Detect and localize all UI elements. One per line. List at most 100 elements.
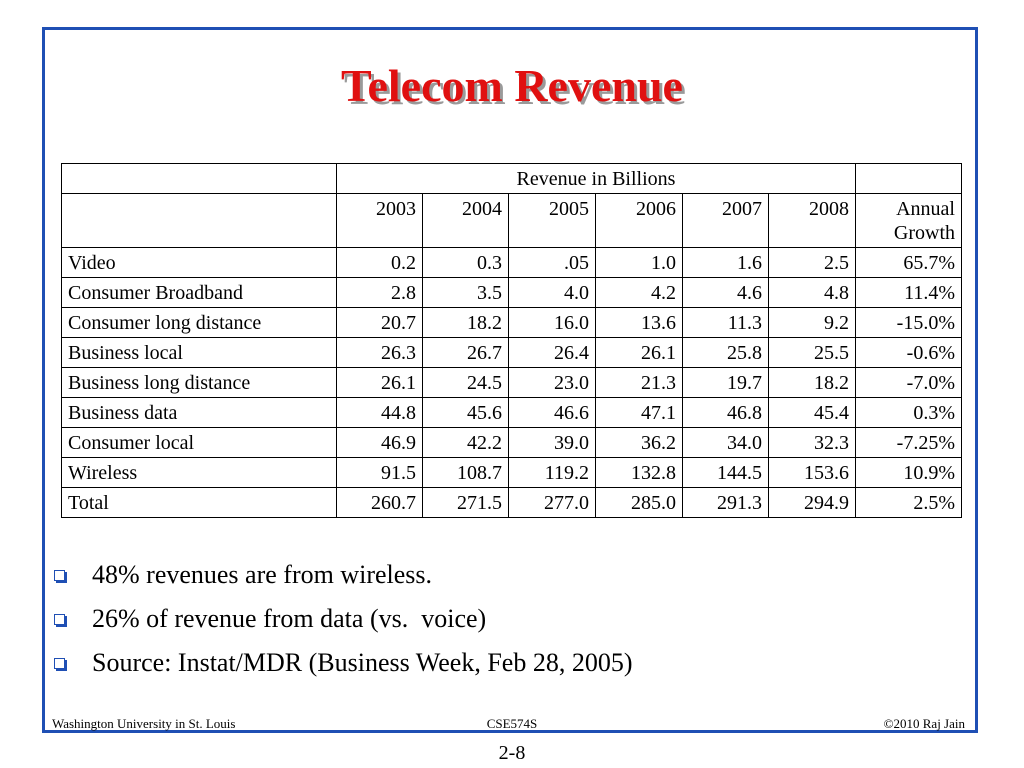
- revenue-cell: 291.3: [682, 487, 769, 518]
- bullet-text: 26% of revenue from data (vs. voice): [92, 604, 487, 633]
- revenue-cell: 24.5: [422, 367, 509, 398]
- hollow-square-bullet-icon: [54, 614, 65, 625]
- row-label: Business long distance: [61, 367, 337, 398]
- revenue-cell: 4.2: [595, 277, 683, 308]
- revenue-cell: 294.9: [768, 487, 856, 518]
- revenue-cell: 46.6: [508, 397, 596, 428]
- growth-cell: 2.5%: [855, 487, 962, 518]
- revenue-cell: 4.8: [768, 277, 856, 308]
- table-row: Consumer local 46.9 42.2 39.0 36.2 34.0 32.3 -7…: [61, 427, 962, 458]
- growth-cell: -15.0%: [855, 307, 962, 338]
- year-header: 2004: [422, 193, 509, 248]
- revenue-cell: 21.3: [595, 367, 683, 398]
- revenue-cell: 18.2: [422, 307, 509, 338]
- table-group-header-row: Revenue in Billions: [61, 163, 962, 194]
- bullet-list: 48% revenues are from wireless. 26% of r…: [52, 560, 633, 692]
- growth-cell: -0.6%: [855, 337, 962, 368]
- table-growth-blank-cell: [855, 163, 962, 194]
- revenue-group-header: Revenue in Billions: [336, 163, 856, 194]
- annual-growth-header-line1: Annual: [896, 198, 955, 220]
- revenue-cell: 26.7: [422, 337, 509, 368]
- annual-growth-header-line2: Growth: [893, 222, 955, 244]
- revenue-cell: 26.4: [508, 337, 596, 368]
- table-year-header-row: 2003 2004 2005 2006 2007 2008 Annual Gro…: [61, 193, 962, 248]
- table-row: Consumer long distance 20.7 18.2 16.0 13.6 11…: [61, 307, 962, 338]
- revenue-cell: 25.8: [682, 337, 769, 368]
- revenue-cell: 32.3: [768, 427, 856, 458]
- row-label: Business local: [61, 337, 337, 368]
- row-label: Consumer long distance: [61, 307, 337, 338]
- revenue-cell: 4.6: [682, 277, 769, 308]
- growth-cell: -7.25%: [855, 427, 962, 458]
- page-number: 2-8: [498, 742, 526, 764]
- revenue-cell: 1.6: [682, 247, 769, 278]
- revenue-cell: 277.0: [508, 487, 596, 518]
- year-header: 2005: [508, 193, 596, 248]
- revenue-cell: 271.5: [422, 487, 509, 518]
- table-row: Video 0.2 0.3.05 1.0 1.6 2.5 65.7%: [61, 247, 962, 278]
- revenue-cell: 19.7: [682, 367, 769, 398]
- revenue-cell: 45.6: [422, 397, 509, 428]
- revenue-cell: 46.8: [682, 397, 769, 428]
- year-header: 2007: [682, 193, 769, 248]
- revenue-cell: 18.2: [768, 367, 856, 398]
- revenue-cell: 153.6: [768, 457, 856, 488]
- bullet-item: 48% revenues are from wireless.: [52, 560, 633, 604]
- table-corner-cell: [61, 163, 337, 194]
- revenue-cell: 34.0: [682, 427, 769, 458]
- revenue-cell: 16.0: [508, 307, 596, 338]
- table-row: Business local 26.3 26.7 26.4 26.1 25.8 25.5 -0…: [61, 337, 962, 368]
- revenue-cell: 1.0: [595, 247, 683, 278]
- revenue-cell: 260.7: [336, 487, 423, 518]
- revenue-cell: 2.8: [336, 277, 423, 308]
- revenue-cell: 0.2: [336, 247, 423, 278]
- revenue-cell: 9.2: [768, 307, 856, 338]
- table-row: Consumer Broadband 2.8 3.5 4.0 4.2 4.6 4.8 11.4…: [61, 277, 962, 308]
- revenue-cell: 2.5: [768, 247, 856, 278]
- revenue-cell: 20.7: [336, 307, 423, 338]
- revenue-cell: 119.2: [508, 457, 596, 488]
- revenue-cell: 132.8: [595, 457, 683, 488]
- row-label: Wireless: [61, 457, 337, 488]
- revenue-cell: 44.8: [336, 397, 423, 428]
- revenue-cell: 39.0: [508, 427, 596, 458]
- revenue-cell: 3.5: [422, 277, 509, 308]
- row-label: Consumer local: [61, 427, 337, 458]
- table-label-header-cell: [61, 193, 337, 248]
- table-row: Total 260.7 271.5 277.0 285.0 291.3 294.9 2.5%: [61, 487, 962, 518]
- revenue-cell: .05: [508, 247, 596, 278]
- table-row: Business data 44.8 45.6 46.6 47.1 46.8 45.4 0.3…: [61, 397, 962, 428]
- footer-right: ©2010 Raj Jain: [883, 716, 965, 731]
- revenue-cell: 26.1: [595, 337, 683, 368]
- growth-cell: -7.0%: [855, 367, 962, 398]
- revenue-cell: 91.5: [336, 457, 423, 488]
- bullet-text: Source: Instat/MDR (Business Week, Feb 2…: [92, 648, 633, 677]
- revenue-cell: 13.6: [595, 307, 683, 338]
- footer-center: CSE574S: [486, 716, 538, 731]
- row-label: Video: [61, 247, 337, 278]
- slide-frame: [42, 27, 978, 733]
- revenue-table: Revenue in Billions 2003 2004 2005 2006 …: [61, 163, 962, 518]
- revenue-cell: 26.3: [336, 337, 423, 368]
- revenue-cell: 144.5: [682, 457, 769, 488]
- revenue-cell: 25.5: [768, 337, 856, 368]
- growth-cell: 0.3%: [855, 397, 962, 428]
- revenue-cell: 42.2: [422, 427, 509, 458]
- revenue-cell: 36.2: [595, 427, 683, 458]
- revenue-cell: 45.4: [768, 397, 856, 428]
- table-row: Business long distance 26.1 24.5 23.0 21.3 19…: [61, 367, 962, 398]
- bullet-item: 26% of revenue from data (vs. voice): [52, 604, 633, 648]
- growth-cell: 11.4%: [855, 277, 962, 308]
- revenue-cell: 11.3: [682, 307, 769, 338]
- bullet-text: 48% revenues are from wireless.: [92, 560, 433, 589]
- row-label: Consumer Broadband: [61, 277, 337, 308]
- row-label: Total: [61, 487, 337, 518]
- annual-growth-header: Annual Growth: [855, 193, 962, 248]
- revenue-cell: 4.0: [508, 277, 596, 308]
- footer-left: Washington University in St. Louis: [52, 716, 236, 731]
- year-header: 2003: [336, 193, 423, 248]
- revenue-cell: 26.1: [336, 367, 423, 398]
- table-row: Wireless 91.5 108.7 119.2 132.8 144.5 153.6 10.…: [61, 457, 962, 488]
- revenue-cell: 108.7: [422, 457, 509, 488]
- revenue-cell: 285.0: [595, 487, 683, 518]
